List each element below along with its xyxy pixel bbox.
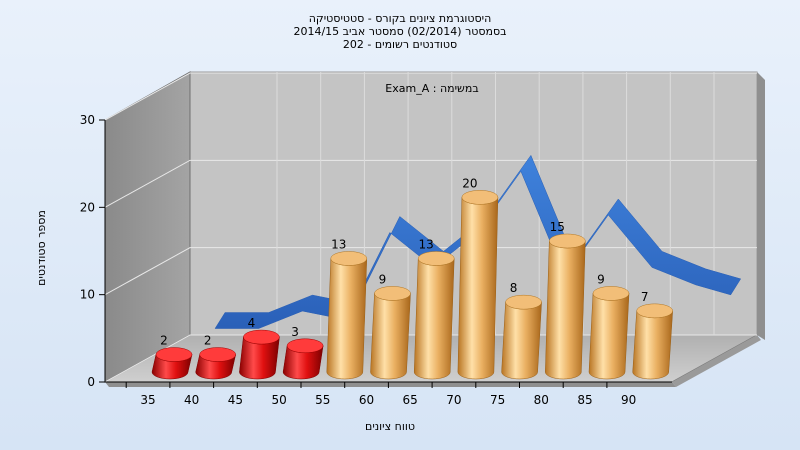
y-tick-label: 0: [87, 375, 95, 389]
bar: 15: [545, 220, 586, 380]
bar-cap: [636, 303, 673, 319]
y-tick-label: 10: [80, 288, 95, 302]
bar-cap: [505, 294, 542, 310]
bar-cap: [330, 251, 368, 266]
x-axis-label: טווח ציונים: [365, 420, 415, 433]
x-tick-label: 85: [577, 393, 592, 407]
y-tick-label: 30: [80, 113, 95, 127]
bar: 8: [501, 281, 542, 380]
bar-value-label: 13: [331, 237, 346, 251]
x-tick-label: 55: [315, 393, 330, 407]
chart-title-line-3: 202 - סטודנטים רשומים: [343, 38, 457, 51]
bar: 7: [632, 290, 673, 380]
y-tick-label: 20: [80, 200, 95, 214]
right-shadow-wall: [757, 72, 765, 340]
bar-value-label: 9: [379, 272, 387, 286]
bar-value-label: 20: [462, 176, 477, 190]
bar-value-label: 3: [291, 325, 299, 339]
bar-body: [501, 302, 542, 380]
bar-cap: [592, 286, 630, 301]
bar: 9: [588, 272, 630, 380]
bar-value-label: 15: [550, 220, 565, 234]
left-wall: [104, 71, 191, 383]
bar: 13: [413, 237, 455, 380]
floor-front-edge: [105, 382, 676, 387]
bar: 9: [370, 272, 411, 380]
gridline-y: [104, 159, 757, 208]
bar: 13: [326, 237, 368, 380]
bar-cap: [461, 190, 499, 205]
bar-body: [413, 258, 455, 380]
x-tick-label: 60: [359, 393, 374, 407]
bar-cap: [417, 251, 455, 266]
x-tick-label: 45: [228, 393, 243, 407]
gridline-y: [104, 72, 757, 121]
bar-value-label: 2: [204, 334, 212, 348]
bar-body: [632, 310, 673, 380]
bar-cap: [286, 338, 324, 354]
bar-body: [588, 293, 630, 380]
x-tick-label: 50: [271, 393, 286, 407]
bar-value-label: 7: [641, 290, 649, 304]
bar: 3: [282, 325, 324, 380]
bar: 2: [195, 334, 236, 380]
x-tick-label: 40: [184, 393, 199, 407]
bars: 2 2 4 3 13 9 13 20 8 15 9 7: [151, 176, 673, 380]
bar: 2: [151, 334, 193, 380]
x-tick-label: 80: [534, 393, 549, 407]
bar-value-label: 2: [160, 334, 168, 348]
gridlines: [104, 72, 757, 383]
x-tick-label: 75: [490, 393, 505, 407]
exam-annotation: Exam_A : במשימה: [385, 82, 478, 95]
bar-body: [457, 197, 499, 380]
bar-body: [545, 240, 586, 380]
bar-cap: [155, 347, 193, 362]
chart-title-line-2: בסמסטר (02/2014) סמסטר אביב 2014/15: [293, 25, 506, 38]
bar-value-label: 4: [248, 316, 256, 330]
floor-right-edge: [672, 335, 761, 387]
x-tick-label: 35: [140, 393, 155, 407]
axes: 0 10 20 30 35 40 45 50 55 60 65 70 75 80 85 90: [80, 113, 672, 407]
bar-cap: [199, 347, 236, 362]
bar-body: [326, 258, 368, 380]
bar: 20: [457, 176, 499, 380]
chart-title-line-1: היסטוגרמת ציונים בקורס - סטטיסטיקה: [309, 12, 492, 25]
bar-body: [370, 293, 411, 380]
bar-cap: [549, 233, 586, 249]
bar-value-label: 8: [510, 281, 518, 295]
bar-cap: [374, 286, 411, 301]
bar: 4: [239, 316, 280, 380]
bar-cap: [243, 329, 280, 345]
x-tick-label: 70: [446, 393, 461, 407]
bar-value-label: 9: [597, 272, 605, 286]
x-tick-label: 90: [621, 393, 636, 407]
x-tick-label: 65: [403, 393, 418, 407]
y-axis-label: מספר סטודנטים: [35, 210, 48, 286]
bar-value-label: 13: [419, 237, 434, 251]
